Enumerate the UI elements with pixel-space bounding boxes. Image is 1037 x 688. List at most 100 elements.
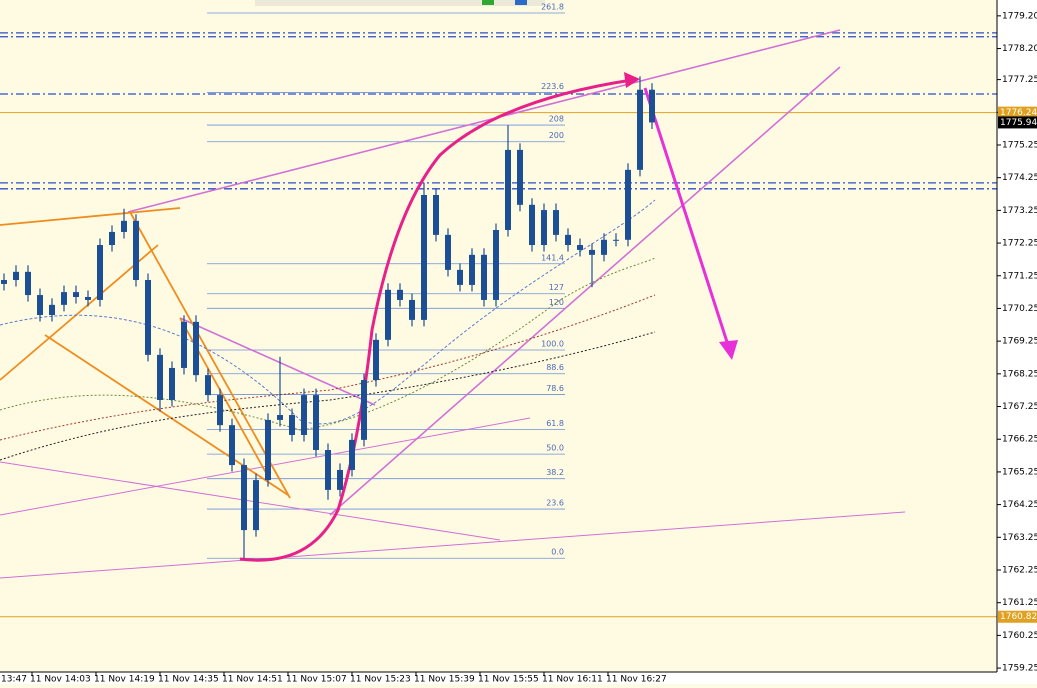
candle-body (301, 395, 307, 435)
candle-body (145, 280, 151, 355)
candle-body (397, 289, 403, 300)
y-tick-label: 1762.25 (1002, 565, 1037, 575)
candle-body (649, 89, 655, 123)
candle-body (97, 245, 103, 300)
toolbar (255, 0, 545, 6)
candle-body (541, 210, 547, 246)
fibo-label: 38.2 (546, 468, 564, 477)
trend-line (0, 511, 906, 579)
time-axis-bg (0, 672, 1037, 684)
x-tick-label: 11 Nov 15:39 (414, 675, 475, 685)
candle-body (361, 380, 367, 440)
y-tick-label: 1779.20 (1002, 11, 1037, 21)
candle-body (589, 249, 595, 255)
moving-average (0, 199, 656, 425)
candle-body (613, 239, 619, 241)
candle-body (637, 89, 643, 170)
fibo-label: 23.6 (546, 499, 564, 508)
candle-body (217, 395, 223, 426)
y-tick-label: 1775.25 (1002, 140, 1037, 150)
orange-line (0, 244, 159, 381)
x-tick-label: 11 Nov 14:51 (222, 675, 283, 685)
y-tick-label: 1773.25 (1002, 206, 1037, 216)
y-tick-label: 1767.25 (1002, 402, 1037, 412)
candle-body (529, 204, 535, 246)
candle-body (505, 149, 511, 230)
levels (0, 32, 997, 618)
fibo-label: 50.0 (546, 444, 564, 453)
fibo-label: 61.8 (546, 419, 564, 428)
y-tick-label: 1774.25 (1002, 173, 1037, 183)
candle-body (277, 415, 283, 420)
x-tick-label: 11 Nov 15:55 (478, 675, 539, 685)
arrow-head (719, 340, 738, 360)
candle-body (37, 295, 43, 315)
price-label-box (998, 610, 1037, 623)
y-tick-label: 1765.25 (1002, 467, 1037, 477)
toolbar-icon[interactable] (482, 0, 494, 5)
candle-body (169, 367, 175, 400)
y-tick-label: 1768.25 (1002, 369, 1037, 379)
candle-body (517, 149, 523, 205)
x-tick-label: 11 Nov 14:35 (158, 675, 219, 685)
price-label: 1760.82 (1000, 612, 1037, 622)
candle-body (289, 415, 295, 435)
channel-line (127, 29, 841, 213)
candle-body (73, 292, 79, 298)
drawings (0, 29, 906, 579)
candle-body (313, 395, 319, 451)
price-label-box (998, 106, 1037, 119)
curve-arrow (239, 78, 633, 562)
candle-body (1, 280, 7, 284)
candle-body (157, 354, 163, 400)
candle-body (601, 239, 607, 255)
fibo-layer: 0.0 23.6 38.2 50.0 61.8 78.6 88.6 100.0 120 127 14… (207, 3, 565, 559)
candle-body (445, 234, 451, 270)
y-tick-label: 1760.25 (1002, 631, 1037, 641)
toolbar-strip (255, 0, 545, 6)
candle-body (241, 465, 247, 531)
candle-body (61, 292, 67, 305)
trend-line (179, 317, 376, 406)
candle-body (193, 321, 199, 376)
candle-body (469, 254, 475, 285)
x-tick-label: 11 Nov 15:23 (350, 675, 411, 685)
y-tick-label: 1761.25 (1002, 598, 1037, 608)
axes: 1779.201778.201777.251776.251775.251774.… (1, 11, 1037, 685)
down-arrow (643, 87, 730, 346)
candle-body (181, 321, 187, 368)
fibo-label: 120 (549, 298, 564, 307)
candle-body (493, 229, 499, 300)
candle-body (457, 269, 463, 285)
candles (1, 76, 655, 559)
x-tick-label: 11 Nov 16:11 (542, 675, 603, 685)
candle-body (265, 419, 271, 481)
candle-body (433, 195, 439, 235)
candle-body (409, 299, 415, 320)
y-tick-label: 1764.25 (1002, 500, 1037, 510)
fibo-label: 0.0 (551, 548, 564, 557)
price-label: 1775.94 (1000, 118, 1037, 128)
candle-body (553, 210, 559, 235)
candle-body (625, 169, 631, 240)
candle-body (25, 271, 31, 296)
y-tick-label: 1769.25 (1002, 337, 1037, 347)
moving-average (0, 257, 656, 431)
y-tick-label: 1772.25 (1002, 239, 1037, 249)
candle-body (205, 375, 211, 396)
candle-body (121, 220, 127, 232)
arrow-head (624, 72, 640, 88)
x-tick-label: 11 Nov 16:27 (606, 675, 667, 685)
x-tick-label: 11 Nov 14:03 (30, 675, 91, 685)
fibo-label: 100.0 (541, 339, 564, 348)
fibo-label: 223.6 (541, 82, 564, 91)
y-tick-label: 1771.25 (1002, 271, 1037, 281)
candle-body (421, 195, 427, 320)
candle-body (49, 304, 55, 315)
orange-line (44, 334, 289, 496)
candle-body (109, 231, 115, 246)
candle-body (325, 450, 331, 490)
candle-body (229, 425, 235, 466)
toolbar-icon[interactable] (515, 0, 527, 5)
